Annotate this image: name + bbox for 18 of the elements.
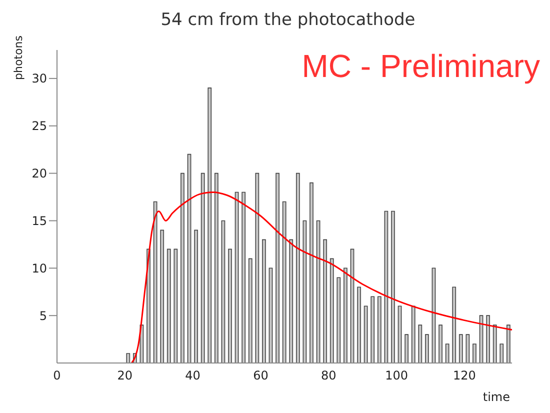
x-tick-label: 40 — [185, 368, 200, 383]
x-tick-label: 60 — [253, 368, 268, 383]
y-tick-label: 30 — [32, 72, 47, 86]
y-tick-label: 15 — [32, 214, 47, 228]
y-tick-label: 20 — [32, 166, 47, 181]
line-series — [130, 192, 512, 363]
annotation: MC - Preliminary — [302, 48, 540, 85]
x-tick-label: 20 — [117, 368, 133, 383]
x-tick-label: 80 — [321, 368, 336, 383]
y-tick-label: 5 — [39, 308, 47, 323]
y-tick-label: 10 — [32, 261, 47, 276]
x-tick-label: 0 — [53, 368, 61, 383]
x-axis-title: time — [482, 390, 510, 404]
chart-title: 54 cm from the photocathode — [160, 10, 416, 30]
x-tick-label: 120 — [453, 368, 476, 383]
y-tick-label: 25 — [32, 119, 47, 134]
x-tick-label: 100 — [385, 368, 408, 383]
y-axis-title: photons — [12, 35, 25, 80]
